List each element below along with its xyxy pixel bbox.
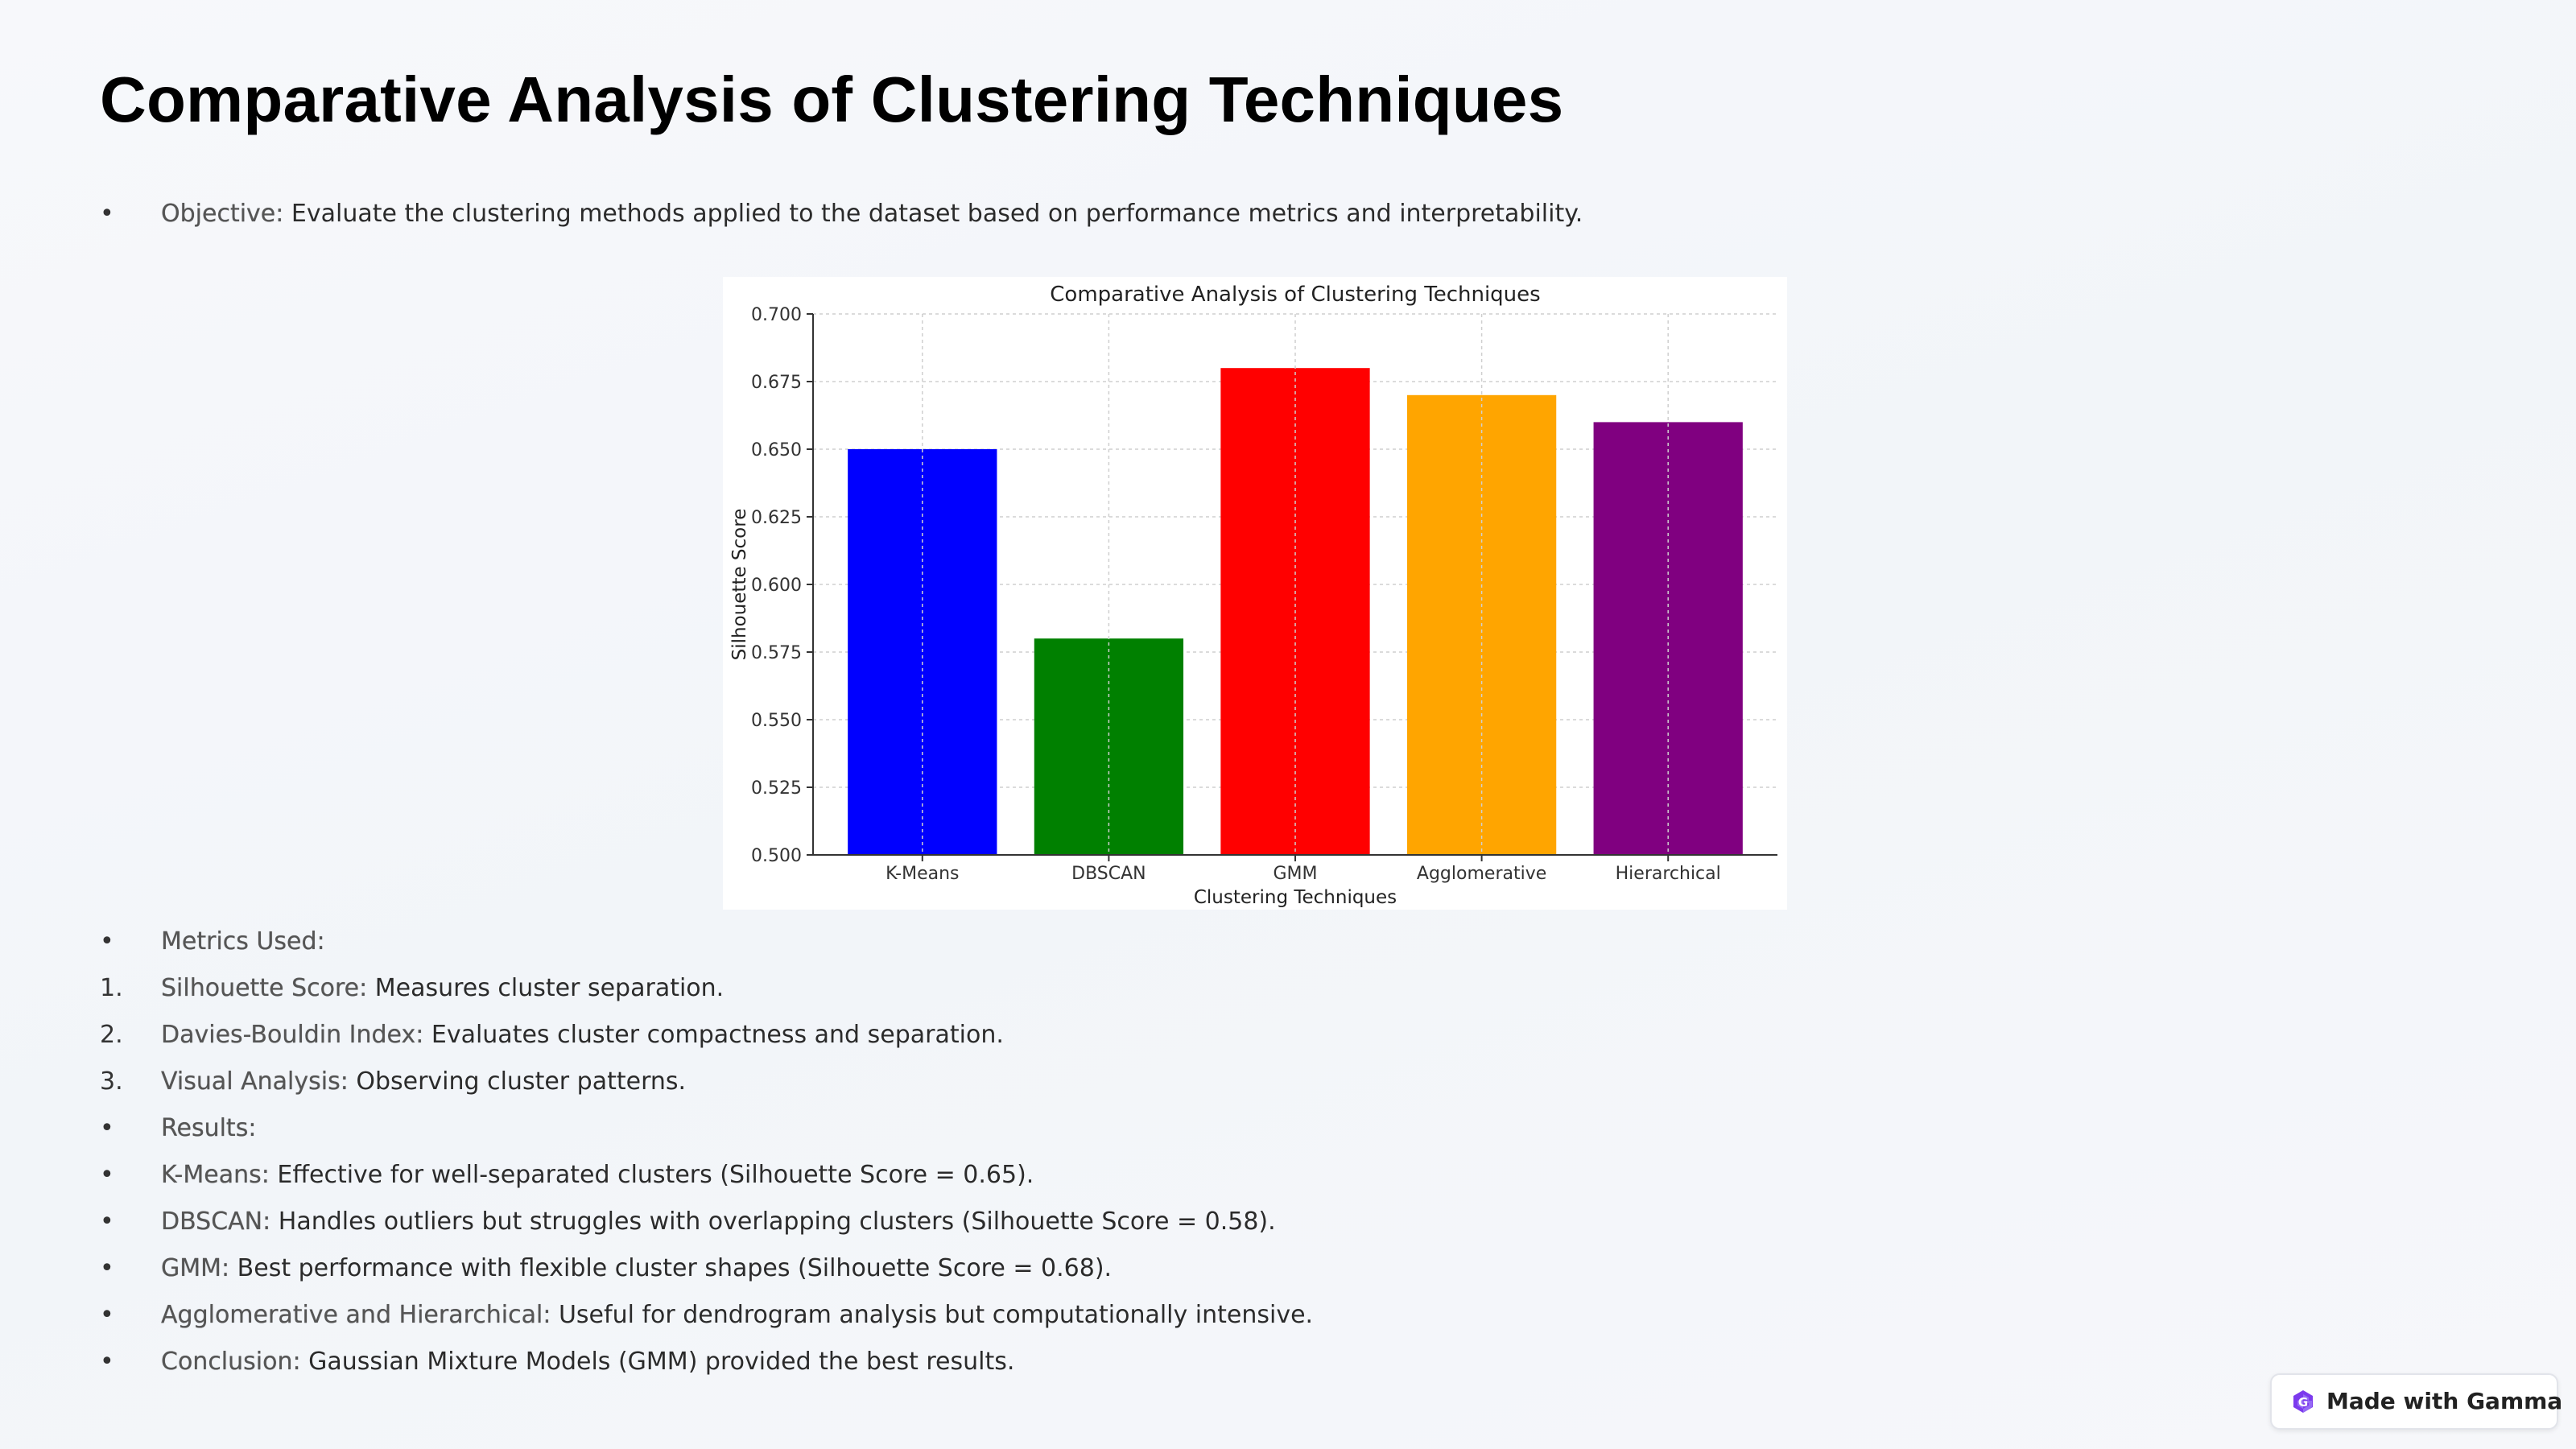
y-tick-label: 0.500: [751, 846, 802, 866]
gamma-logo-icon: G: [2291, 1389, 2315, 1417]
line-label: Objective:: [161, 200, 284, 228]
line-label: GMM:: [161, 1254, 230, 1282]
bullet-marker: •: [100, 1114, 114, 1142]
y-tick-label: 0.650: [751, 440, 802, 460]
line-label: K-Means:: [161, 1161, 270, 1189]
line-label: DBSCAN:: [161, 1208, 271, 1236]
badge-label: Made with Gamma: [2326, 1388, 2563, 1414]
line-label: Silhouette Score:: [161, 974, 368, 1002]
slide-title: Comparative Analysis of Clustering Techn…: [100, 64, 1564, 135]
line-text: Evaluate the clustering methods applied …: [283, 200, 1583, 228]
line-text: Gaussian Mixture Models (GMM) provided t…: [300, 1348, 1015, 1376]
chart-svg: Comparative Analysis of Clustering Techn…: [729, 283, 1777, 908]
svg-text:G: G: [2298, 1395, 2308, 1410]
x-tick-label: Agglomerative: [1417, 864, 1546, 884]
bullet-marker: •: [100, 927, 114, 956]
bullet-marker: •: [100, 1161, 114, 1189]
line-text: Measures cluster separation.: [367, 974, 724, 1002]
number-marker: 2.: [100, 1021, 123, 1049]
y-tick-label: 0.575: [751, 643, 802, 663]
line-text: Evaluates cluster compactness and separa…: [423, 1021, 1004, 1049]
y-tick-label: 0.625: [751, 508, 802, 528]
bullet-marker: •: [100, 200, 114, 228]
line-label: Conclusion:: [161, 1348, 301, 1376]
bar-chart: Comparative Analysis of Clustering Techn…: [723, 277, 1787, 910]
bullet-marker: •: [100, 1208, 114, 1236]
y-axis-label: Silhouette Score: [729, 509, 750, 661]
line-label: Results:: [161, 1114, 257, 1142]
line-text: Effective for well-separated clusters (S…: [269, 1161, 1034, 1189]
line-text: Handles outliers but struggles with over…: [270, 1208, 1276, 1236]
chart-title: Comparative Analysis of Clustering Techn…: [1050, 283, 1540, 307]
line-label: Visual Analysis:: [161, 1067, 349, 1096]
bullet-marker: •: [100, 1254, 114, 1282]
line-label: Metrics Used:: [161, 927, 325, 956]
x-tick-label: Hierarchical: [1616, 864, 1721, 884]
bullet-marker: •: [100, 1348, 114, 1376]
y-tick-label: 0.600: [751, 576, 802, 596]
made-with-gamma-button[interactable]: G Made with Gamma: [2270, 1373, 2562, 1430]
y-tick-label: 0.525: [751, 778, 802, 799]
number-marker: 3.: [100, 1067, 123, 1096]
line-label: Davies-Bouldin Index:: [161, 1021, 424, 1049]
y-tick-label: 0.675: [751, 373, 802, 393]
y-tick-label: 0.550: [751, 711, 802, 731]
x-tick-label: K-Means: [886, 864, 959, 884]
line-label: Agglomerative and Hierarchical:: [161, 1301, 551, 1329]
x-axis-label: Clustering Techniques: [1194, 887, 1397, 908]
x-tick-label: DBSCAN: [1071, 864, 1146, 884]
x-tick-label: GMM: [1273, 864, 1317, 884]
bullet-marker: •: [100, 1301, 114, 1329]
line-text: Useful for dendrogram analysis but compu…: [551, 1301, 1314, 1329]
number-marker: 1.: [100, 974, 123, 1002]
line-text: Observing cluster patterns.: [348, 1067, 687, 1096]
line-text: Best performance with flexible cluster s…: [229, 1254, 1113, 1282]
y-tick-label: 0.700: [751, 305, 802, 325]
